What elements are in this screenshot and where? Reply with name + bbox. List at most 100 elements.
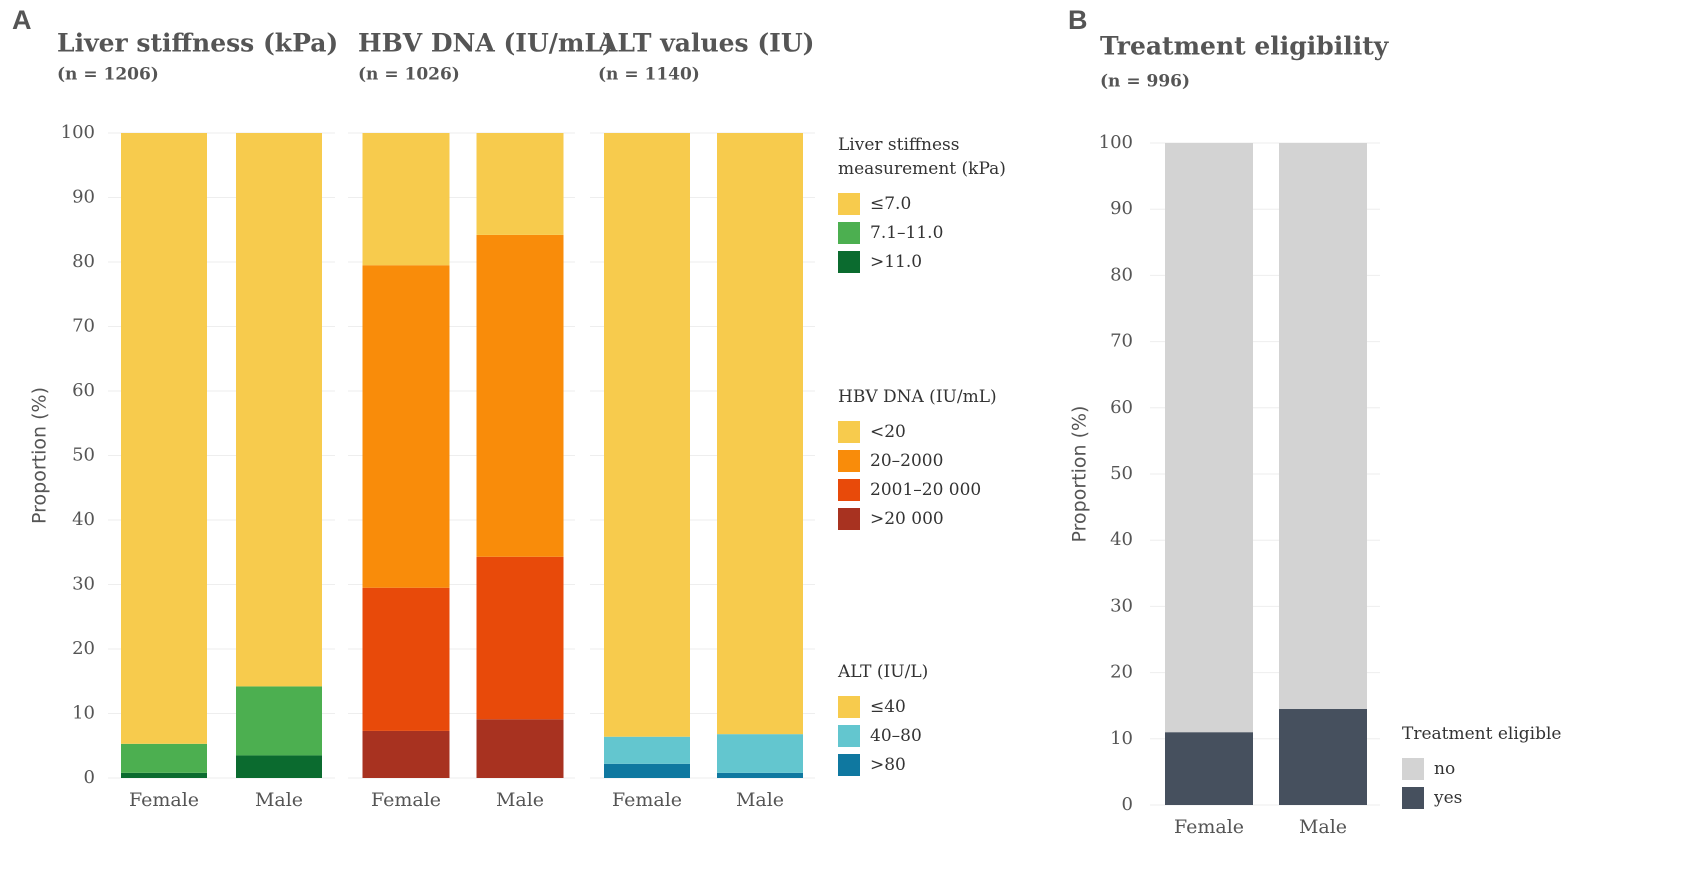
legend-title: HBV DNA (IU/mL) — [838, 387, 997, 407]
legend-label: no — [1434, 758, 1456, 779]
y-tick-label: 0 — [1122, 794, 1133, 815]
bar-segment — [121, 772, 207, 778]
y-tick-label: 50 — [72, 445, 95, 466]
panel-label: A — [12, 5, 32, 35]
chart-title: HBV DNA (IU/mL) — [358, 29, 614, 58]
panel-label: B — [1068, 5, 1088, 35]
legend-item: 40–80 — [838, 721, 1068, 750]
bar-segment — [362, 587, 450, 731]
legend-swatch — [1402, 786, 1424, 809]
legend-label: ≤7.0 — [870, 193, 912, 214]
y-tick-label: 70 — [1110, 331, 1133, 352]
y-tick-label: 10 — [72, 703, 95, 724]
legend-item: >80 — [838, 750, 1068, 779]
legend-swatch — [838, 753, 860, 776]
y-tick-label: 80 — [1110, 264, 1133, 285]
bar-segment — [1165, 143, 1253, 733]
legend-swatch — [838, 449, 860, 472]
bar-segment — [1165, 732, 1253, 805]
legend-item: <20 — [838, 417, 1068, 446]
x-tick-label: Male — [736, 789, 784, 811]
chart-title: Treatment eligibility — [1100, 32, 1390, 61]
x-tick-label: Male — [1299, 816, 1347, 838]
legend-title: Treatment eligible — [1402, 724, 1562, 744]
bar-segment — [236, 686, 322, 756]
x-tick-label: Male — [496, 789, 544, 811]
legend-swatch — [838, 250, 860, 273]
y-tick-label: 90 — [72, 187, 95, 208]
y-tick-label: 90 — [1110, 198, 1133, 219]
legend-title: Liver stiffness measurement (kPa) — [838, 135, 1006, 179]
y-tick-label: 100 — [61, 122, 95, 143]
chart-title: Liver stiffness (kPa) — [57, 29, 338, 58]
y-tick-label: 50 — [1110, 463, 1133, 484]
legend: Treatment eligible no yes — [1402, 722, 1632, 812]
y-tick-label: 70 — [72, 316, 95, 337]
legend-item: no — [1402, 754, 1632, 783]
y-axis-label: Proportion (%) — [1069, 406, 1091, 543]
legend: ALT (IU/L) ≤40 40–80 >80 — [838, 660, 1068, 779]
bar-segment — [604, 133, 690, 737]
y-tick-label: 40 — [1110, 529, 1133, 550]
bar-segment — [476, 719, 564, 778]
legend: Liver stiffness measurement (kPa) ≤7.0 7.1… — [838, 133, 1068, 276]
legend-swatch — [838, 724, 860, 747]
y-tick-label: 100 — [1099, 132, 1133, 153]
legend-item: >11.0 — [838, 247, 1068, 276]
legend-label: 7.1–11.0 — [870, 222, 944, 243]
y-tick-label: 10 — [1110, 728, 1133, 749]
y-tick-label: 0 — [84, 767, 95, 788]
legend-swatch — [838, 478, 860, 501]
legend-item: 7.1–11.0 — [838, 218, 1068, 247]
legend-label: >11.0 — [870, 251, 923, 272]
bar-segment — [362, 730, 450, 778]
legend-label: 20–2000 — [870, 450, 944, 471]
bar-segment — [1279, 143, 1367, 710]
legend-label: >80 — [870, 754, 906, 775]
y-tick-label: 40 — [72, 509, 95, 530]
legend-item: ≤7.0 — [838, 189, 1068, 218]
bar-segment — [717, 772, 803, 778]
y-tick-label: 60 — [72, 380, 95, 401]
y-tick-label: 20 — [72, 638, 95, 659]
bar-segment — [121, 133, 207, 744]
x-tick-label: Female — [129, 789, 199, 811]
legend-item: ≤40 — [838, 692, 1068, 721]
bar-segment — [604, 763, 690, 778]
x-tick-label: Male — [255, 789, 303, 811]
legend-label: <20 — [870, 421, 906, 442]
legend-item: yes — [1402, 783, 1632, 812]
legend-swatch — [838, 192, 860, 215]
bar-segment — [476, 234, 564, 557]
bar-segment — [1279, 709, 1367, 805]
legend-item: 20–2000 — [838, 446, 1068, 475]
bar-segment — [476, 556, 564, 720]
legend-title: ALT (IU/L) — [838, 662, 929, 682]
legend: HBV DNA (IU/mL) <20 20–2000 2001–20 000 >20 … — [838, 385, 1068, 533]
bar-segment — [362, 265, 450, 588]
chart-subtitle: (n = 996) — [1100, 72, 1190, 92]
legend-swatch — [838, 695, 860, 718]
legend-swatch — [838, 221, 860, 244]
legend-label: yes — [1434, 787, 1463, 808]
x-tick-label: Female — [1174, 816, 1244, 838]
legend-label: 2001–20 000 — [870, 479, 982, 500]
chart-subtitle: (n = 1140) — [598, 65, 700, 85]
bar-segment — [717, 734, 803, 773]
chart-subtitle: (n = 1026) — [358, 65, 460, 85]
bar-segment — [362, 133, 450, 266]
y-tick-label: 20 — [1110, 662, 1133, 683]
legend-item: 2001–20 000 — [838, 475, 1068, 504]
legend-label: >20 000 — [870, 508, 944, 529]
y-tick-label: 60 — [1110, 397, 1133, 418]
chart-title: ALT values (IU) — [597, 29, 814, 58]
bar-segment — [236, 133, 322, 687]
x-tick-label: Female — [371, 789, 441, 811]
bar-segment — [121, 743, 207, 773]
legend-swatch — [838, 420, 860, 443]
bar-segment — [236, 755, 322, 778]
chart-subtitle: (n = 1206) — [57, 65, 159, 85]
legend-swatch — [1402, 757, 1424, 780]
